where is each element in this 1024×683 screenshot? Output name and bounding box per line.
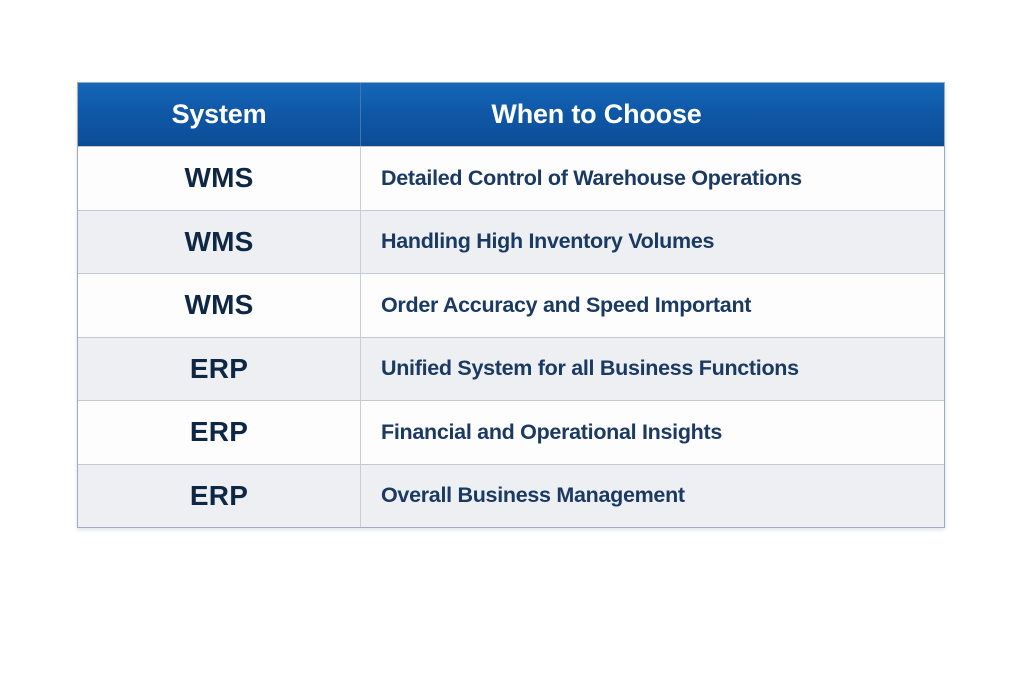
system-cell: ERP: [78, 401, 361, 464]
system-cell: WMS: [78, 147, 361, 210]
table-row: WMS Handling High Inventory Volumes: [78, 209, 944, 273]
system-cell: WMS: [78, 210, 361, 273]
when-to-choose-cell: Unified System for all Business Function…: [381, 356, 799, 381]
header-cell-when-to-choose: When to Choose: [491, 99, 702, 129]
when-to-choose-cell: Financial and Operational Insights: [381, 419, 723, 444]
wms-erp-comparison-table: System When to Choose WMS Detailed Contr…: [77, 82, 945, 528]
when-to-choose-cell: Order Accuracy and Speed Important: [381, 292, 752, 317]
when-to-choose-cell: Detailed Control of Warehouse Operations: [381, 165, 802, 190]
header-cell-system: System: [78, 83, 361, 146]
table-row: WMS Order Accuracy and Speed Important: [78, 273, 944, 337]
system-cell: ERP: [78, 464, 361, 527]
table-row: ERP Overall Business Management: [78, 463, 944, 527]
when-to-choose-cell: Overall Business Management: [381, 483, 685, 508]
table-row: ERP Financial and Operational Insights: [78, 400, 944, 464]
system-cell: ERP: [78, 337, 361, 400]
table-header-row: System When to Choose: [78, 83, 944, 146]
table-row: WMS Detailed Control of Warehouse Operat…: [78, 146, 944, 210]
system-cell: WMS: [78, 274, 361, 337]
when-to-choose-cell: Handling High Inventory Volumes: [381, 229, 715, 254]
table-row: ERP Unified System for all Business Func…: [78, 336, 944, 400]
